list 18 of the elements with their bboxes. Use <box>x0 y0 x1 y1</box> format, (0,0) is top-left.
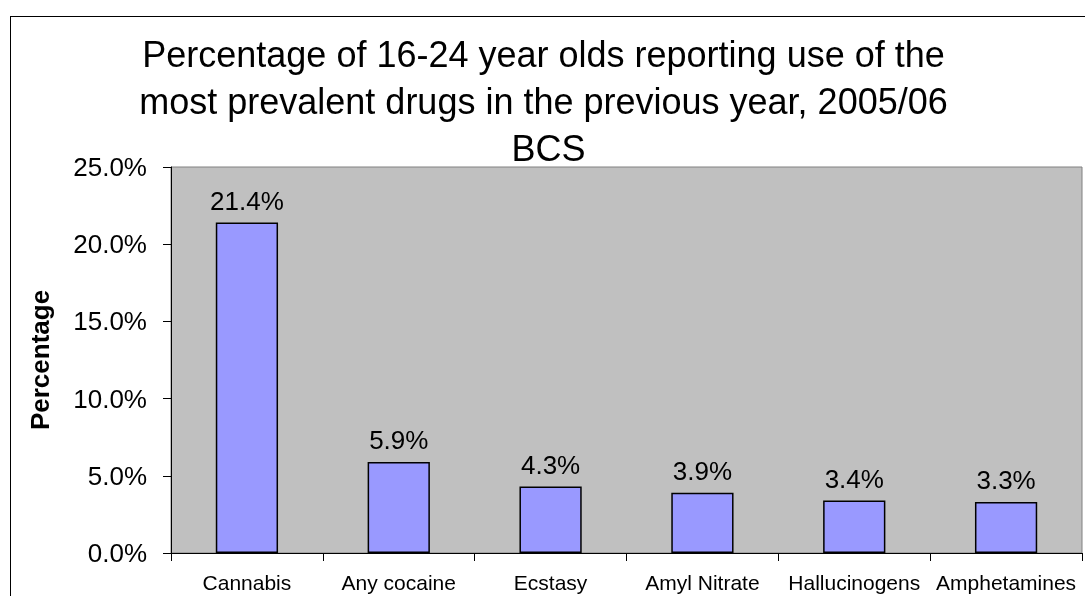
data-label: 4.3% <box>520 449 581 480</box>
x-tick-label: Cannabis <box>202 571 292 594</box>
y-tick-label: 15.0% <box>73 306 147 337</box>
y-tick-label: 10.0% <box>73 383 147 414</box>
x-tick-label: Any cocaine <box>341 571 456 594</box>
data-label: 21.4% <box>210 185 284 216</box>
y-tick-label: 20.0% <box>73 229 147 260</box>
x-tick-label: Ecstasy <box>513 571 588 594</box>
x-tick-label: Amyl Nitrate <box>645 571 760 594</box>
data-label: 3.3% <box>976 465 1036 496</box>
y-tick-label: 5.0% <box>87 460 147 491</box>
data-label: 5.9% <box>369 424 429 455</box>
y-tick-label: 0.0% <box>87 538 147 568</box>
y-axis-title: Percentage <box>25 289 55 431</box>
x-tick-label: Hallucinogens <box>788 571 921 594</box>
data-label: 3.4% <box>824 463 884 494</box>
x-tick-label: Amphetamines <box>936 571 1077 594</box>
data-label: 3.9% <box>672 455 733 486</box>
